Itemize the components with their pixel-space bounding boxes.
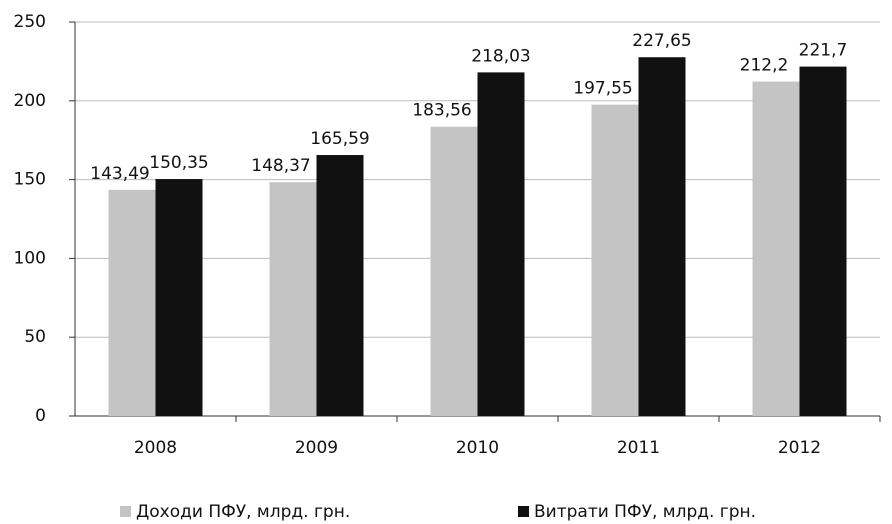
data-label: 212,2 bbox=[740, 56, 789, 76]
y-tick-label: 0 bbox=[35, 406, 46, 426]
x-tick-label: 2008 bbox=[134, 438, 177, 458]
y-tick-label: 250 bbox=[14, 12, 46, 32]
x-tick-label: 2010 bbox=[456, 438, 499, 458]
bar bbox=[477, 72, 525, 417]
bar bbox=[430, 126, 478, 416]
data-label: 148,37 bbox=[251, 156, 310, 176]
data-label: 197,55 bbox=[573, 79, 632, 99]
y-tick-label: 100 bbox=[14, 248, 46, 268]
legend-label: Витрати ПФУ, млрд. грн. bbox=[534, 502, 756, 522]
data-label: 221,7 bbox=[799, 41, 848, 61]
bar bbox=[108, 189, 156, 416]
y-tick-label: 200 bbox=[14, 91, 46, 111]
bar bbox=[316, 155, 364, 417]
bar bbox=[638, 57, 686, 416]
legend-swatch bbox=[120, 506, 131, 517]
bar bbox=[752, 81, 800, 416]
x-tick-label: 2012 bbox=[778, 438, 821, 458]
x-tick-label: 2009 bbox=[295, 438, 338, 458]
bar bbox=[269, 182, 317, 416]
bar bbox=[155, 179, 203, 416]
data-label: 183,56 bbox=[412, 101, 471, 121]
legend-swatch bbox=[518, 506, 529, 517]
y-tick-label: 50 bbox=[24, 327, 46, 347]
data-label: 165,59 bbox=[310, 129, 369, 149]
data-label: 143,49 bbox=[90, 164, 149, 184]
data-label: 150,35 bbox=[149, 153, 208, 173]
legend-label: Доходи ПФУ, млрд. грн. bbox=[136, 502, 350, 522]
data-label: 218,03 bbox=[471, 46, 530, 66]
data-label: 227,65 bbox=[632, 31, 691, 51]
bar bbox=[799, 66, 847, 416]
bar bbox=[591, 104, 639, 417]
x-tick-label: 2011 bbox=[617, 438, 660, 458]
y-tick-label: 150 bbox=[14, 170, 46, 190]
